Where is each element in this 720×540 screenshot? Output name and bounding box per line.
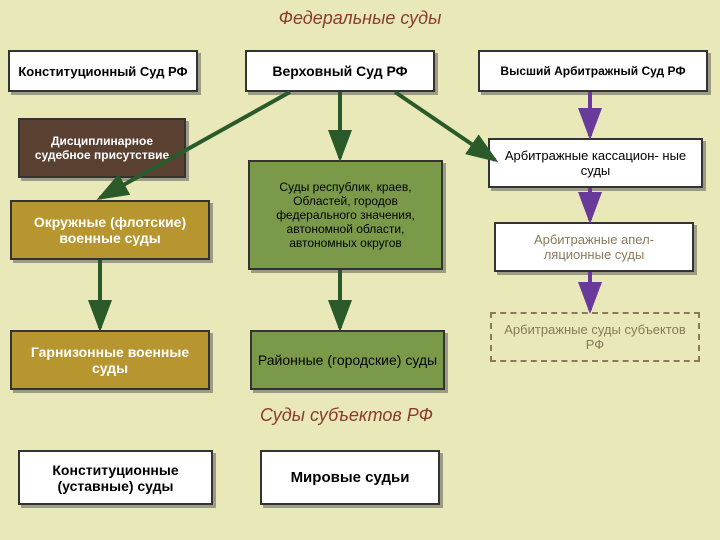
magistrate-label: Мировые судьи bbox=[291, 469, 410, 486]
district-city-label: Районные (городские) суды bbox=[258, 352, 437, 368]
garrison-label: Гарнизонные военные суды bbox=[16, 344, 204, 376]
supreme-court-label: Верховный Суд РФ bbox=[272, 63, 407, 79]
const-court-label: Конституционный Суд РФ bbox=[18, 64, 187, 79]
garrison-box: Гарнизонные военные суды bbox=[10, 330, 210, 390]
arb-subjects-label: Арбитражные суды субъектов РФ bbox=[496, 322, 694, 352]
supreme-court-box: Верховный Суд РФ bbox=[245, 50, 435, 92]
const-court-box: Конституционный Суд РФ bbox=[8, 50, 198, 92]
arb-appeal-label: Арбитражные апел- ляционные суды bbox=[500, 232, 688, 262]
const-charter-box: Конституционные (уставные) суды bbox=[18, 450, 213, 505]
disciplinary-box: Дисциплинарное судебное присутствие bbox=[18, 118, 186, 178]
arb-cassation-box: Арбитражные кассацион- ные суды bbox=[488, 138, 703, 188]
disciplinary-label: Дисциплинарное судебное присутствие bbox=[24, 134, 180, 162]
arb-cassation-label: Арбитражные кассацион- ные суды bbox=[494, 148, 697, 178]
regional-courts-box: Суды республик, краев, Областей, городов… bbox=[248, 160, 443, 270]
const-charter-label: Конституционные (уставные) суды bbox=[24, 462, 207, 494]
arb-subjects-box: Арбитражные суды субъектов РФ bbox=[490, 312, 700, 362]
high-arbitration-label: Высший Арбитражный Суд РФ bbox=[500, 64, 685, 78]
district-military-box: Окружные (флотские) военные суды bbox=[10, 200, 210, 260]
district-military-label: Окружные (флотские) военные суды bbox=[16, 214, 204, 246]
arb-appeal-box: Арбитражные апел- ляционные суды bbox=[494, 222, 694, 272]
regional-courts-label: Суды республик, краев, Областей, городов… bbox=[254, 180, 437, 250]
magistrate-box: Мировые судьи bbox=[260, 450, 440, 505]
diagram-title: Федеральные суды bbox=[0, 0, 720, 33]
district-city-box: Районные (городские) суды bbox=[250, 330, 445, 390]
diagram-subtitle: Суды субъектов РФ bbox=[260, 405, 433, 426]
high-arbitration-box: Высший Арбитражный Суд РФ bbox=[478, 50, 708, 92]
